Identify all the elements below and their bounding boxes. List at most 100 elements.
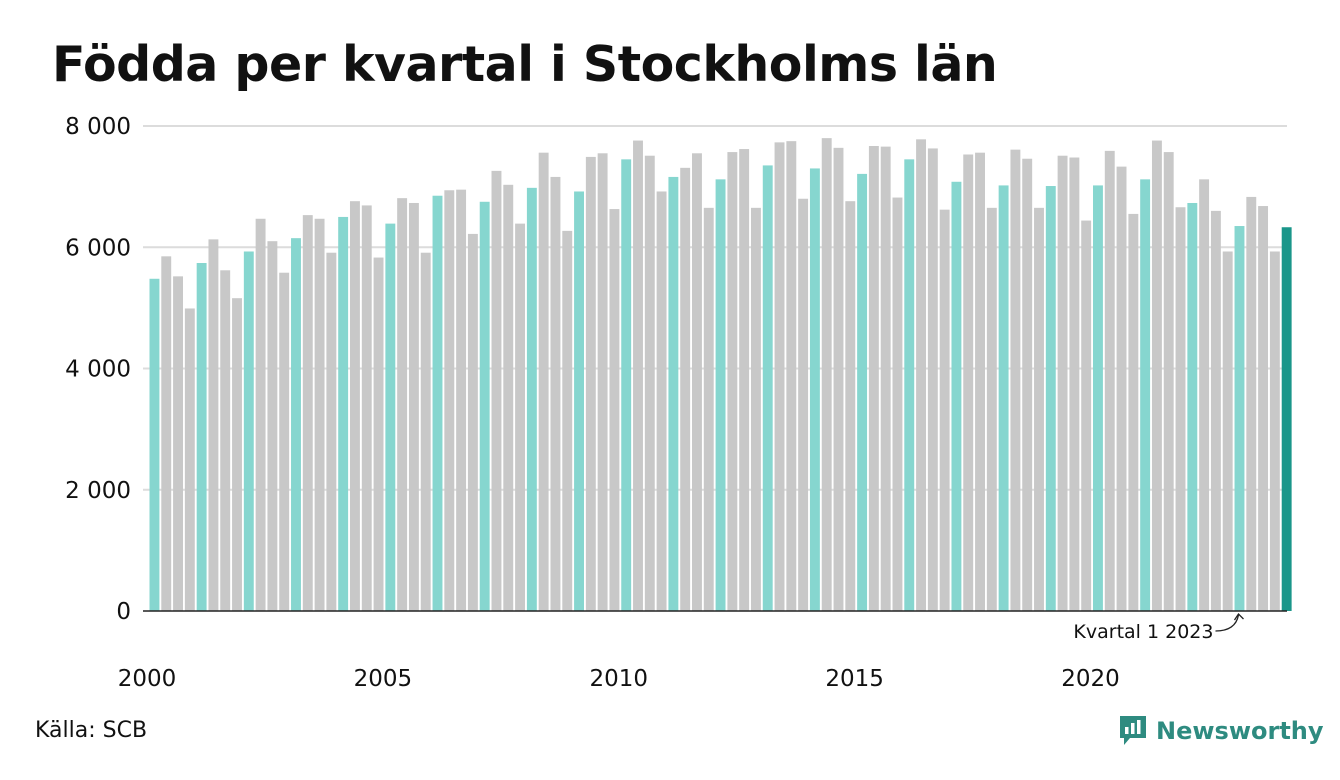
x-tick-label: 2000 xyxy=(118,666,177,692)
bar xyxy=(349,201,360,611)
x-axis-tick-labels: 2000 2005 2010 2015 2020 xyxy=(118,666,1120,692)
bar xyxy=(161,256,172,611)
bar xyxy=(1022,158,1033,612)
bar xyxy=(597,153,608,611)
bar xyxy=(232,298,242,611)
bar xyxy=(656,191,667,612)
bar xyxy=(397,198,408,611)
bar xyxy=(739,149,750,612)
bar xyxy=(302,215,313,611)
bar xyxy=(809,168,820,611)
bar xyxy=(184,308,195,611)
bar xyxy=(633,140,643,612)
bar xyxy=(444,190,455,611)
bar xyxy=(267,241,278,611)
bar xyxy=(668,176,679,611)
annotation-arrowhead xyxy=(1233,612,1244,621)
chart-title: Födda per kvartal i Stockholms län xyxy=(52,36,998,93)
bar xyxy=(314,218,325,611)
bar xyxy=(774,142,785,611)
bar xyxy=(149,278,160,611)
bar xyxy=(621,159,632,611)
bar xyxy=(880,146,891,612)
bar xyxy=(1081,220,1092,611)
bar xyxy=(479,201,490,611)
bar xyxy=(562,230,573,611)
bar xyxy=(1093,185,1103,611)
bar xyxy=(1258,206,1269,611)
bar xyxy=(916,139,927,611)
bar xyxy=(609,209,620,611)
bar xyxy=(821,138,832,612)
y-tick-label: 6 000 xyxy=(65,235,131,261)
bar xyxy=(467,233,478,611)
annotation-label: Kvartal 1 2023 xyxy=(1073,621,1213,643)
bar xyxy=(1128,213,1139,611)
bar xyxy=(1234,226,1245,611)
bar xyxy=(680,167,691,611)
source-label: Källa: SCB xyxy=(35,718,148,743)
bar xyxy=(456,189,467,611)
bar xyxy=(550,176,561,611)
bar xyxy=(173,276,183,611)
bar xyxy=(1010,149,1021,611)
bar xyxy=(326,252,337,611)
bar xyxy=(373,257,384,611)
y-tick-label: 8 000 xyxy=(65,114,131,140)
bar xyxy=(243,251,254,612)
bar xyxy=(491,170,502,612)
bar xyxy=(408,202,419,612)
bars xyxy=(149,138,1292,612)
bar xyxy=(1104,150,1115,612)
bar xyxy=(515,223,526,612)
x-tick-label: 2020 xyxy=(1061,666,1120,692)
y-tick-label: 2 000 xyxy=(65,478,131,504)
newsworthy-logo-icon xyxy=(1120,716,1146,745)
bar xyxy=(951,181,962,611)
bar xyxy=(1175,207,1186,612)
bar xyxy=(692,153,702,611)
bar xyxy=(703,207,714,611)
bar xyxy=(361,205,372,612)
bar xyxy=(833,147,844,611)
grid-lines xyxy=(143,125,1287,491)
bar xyxy=(998,185,1009,611)
bar xyxy=(585,156,596,612)
bar xyxy=(338,216,349,611)
bar xyxy=(1269,251,1280,612)
x-tick-label: 2010 xyxy=(589,666,648,692)
x-tick-label: 2005 xyxy=(354,666,413,692)
bar xyxy=(503,184,514,611)
bar xyxy=(644,155,655,611)
y-tick-label: 0 xyxy=(116,599,131,625)
bar xyxy=(196,263,207,611)
bar xyxy=(762,165,773,611)
bar xyxy=(220,270,231,611)
bar xyxy=(526,187,537,611)
bar xyxy=(1222,251,1233,612)
bar xyxy=(1116,166,1127,611)
bar xyxy=(1199,179,1210,611)
bar xyxy=(1210,210,1221,612)
bar xyxy=(1045,186,1056,611)
bar xyxy=(420,252,431,611)
bar xyxy=(279,272,290,611)
bar xyxy=(574,191,584,612)
bar xyxy=(1281,227,1292,612)
bar xyxy=(1069,157,1080,611)
bar xyxy=(715,179,726,611)
bar xyxy=(975,152,985,611)
bar xyxy=(1187,202,1198,612)
bar xyxy=(1151,140,1162,612)
bar xyxy=(1140,179,1151,611)
bar xyxy=(798,198,809,611)
bar xyxy=(857,173,868,611)
bar xyxy=(432,195,443,611)
bar xyxy=(1246,196,1257,611)
bar xyxy=(868,146,879,611)
bar xyxy=(939,209,950,611)
annotation-arrow xyxy=(1215,614,1240,632)
bar xyxy=(291,238,301,611)
bar xyxy=(786,141,797,611)
